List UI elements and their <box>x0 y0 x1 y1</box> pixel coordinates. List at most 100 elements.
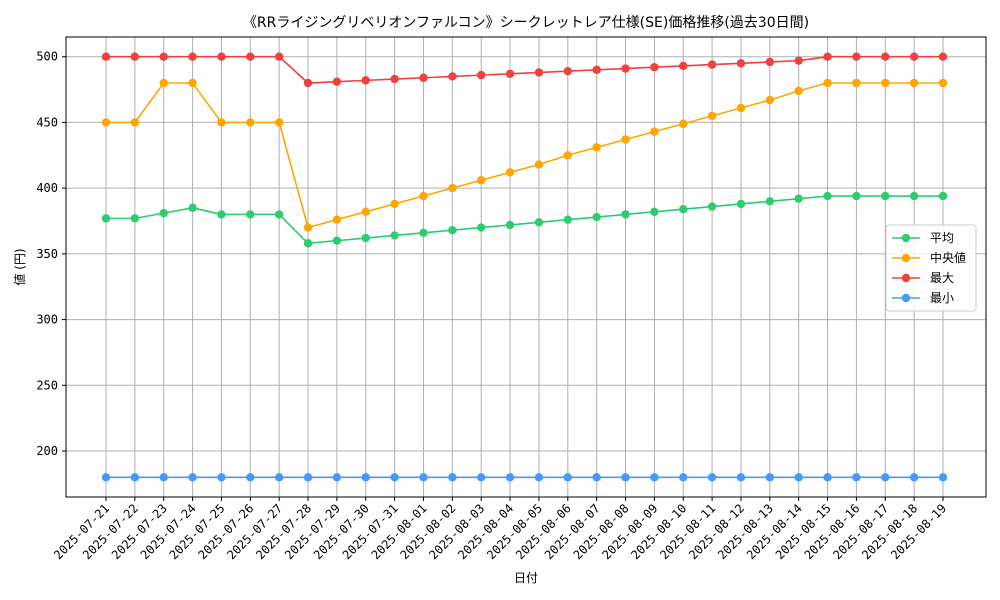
data-point <box>563 66 572 76</box>
data-point <box>621 64 630 73</box>
data-point <box>361 473 370 482</box>
data-point <box>794 56 803 65</box>
data-point <box>707 202 717 211</box>
y-axis-label: 値 (円) <box>12 248 27 285</box>
data-point <box>361 207 370 216</box>
data-point <box>101 214 111 223</box>
data-point <box>217 52 226 61</box>
y-tick-label: 250 <box>36 378 58 392</box>
data-point <box>909 191 919 201</box>
data-point <box>679 204 688 214</box>
data-point <box>938 191 948 201</box>
data-point <box>332 473 342 482</box>
y-tick-label: 350 <box>36 247 58 261</box>
data-point <box>852 78 861 88</box>
data-point <box>448 226 457 235</box>
series-line <box>106 82 943 229</box>
data-point <box>188 78 197 88</box>
chart-title: 《RRライジングリベリオンファルコン》シークレットレア仕様(SE)価格推移(過去… <box>243 15 809 31</box>
data-point <box>679 119 688 128</box>
data-point <box>246 210 255 219</box>
y-tick-label: 200 <box>36 444 58 458</box>
data-point <box>477 70 486 80</box>
data-point <box>592 143 601 152</box>
legend-swatch-marker <box>901 273 911 283</box>
data-point <box>419 473 428 482</box>
legend-label: 最小 <box>930 291 954 305</box>
data-point <box>159 78 168 88</box>
data-point <box>938 52 948 61</box>
data-point <box>390 199 399 209</box>
data-point <box>361 233 370 243</box>
y-axis-ticks: 200 250 300 350 400 450 500 <box>36 50 66 458</box>
data-point <box>274 118 284 127</box>
grid-lines <box>66 37 986 497</box>
series-line <box>106 195 943 245</box>
data-point <box>707 60 717 69</box>
data-point <box>101 473 111 482</box>
data-point <box>505 220 515 230</box>
data-point <box>592 65 601 75</box>
data-point <box>303 473 313 482</box>
data-point <box>130 473 140 482</box>
series-lines <box>101 52 948 482</box>
data-point <box>534 473 544 482</box>
series-0 <box>101 191 948 248</box>
data-point <box>159 473 168 482</box>
data-point <box>881 52 890 61</box>
data-point <box>505 473 515 482</box>
data-point <box>650 63 659 72</box>
data-point <box>823 191 832 201</box>
data-point <box>823 78 832 88</box>
data-point <box>274 473 284 482</box>
data-point <box>448 183 457 193</box>
data-point <box>881 78 890 88</box>
data-point <box>938 78 948 88</box>
data-point <box>794 86 803 96</box>
legend-item: 最小 <box>892 291 954 305</box>
data-point <box>881 473 890 482</box>
data-point <box>592 212 601 222</box>
data-point <box>448 473 457 482</box>
data-point <box>621 210 630 219</box>
data-point <box>852 191 861 201</box>
data-point <box>217 118 226 127</box>
data-point <box>881 191 890 201</box>
data-point <box>505 69 515 79</box>
data-point <box>765 57 775 67</box>
data-point <box>419 228 428 238</box>
data-point <box>159 52 168 61</box>
data-point <box>650 473 659 482</box>
data-point <box>765 197 775 206</box>
data-point <box>650 127 659 136</box>
data-point <box>419 73 428 82</box>
data-point <box>246 52 255 61</box>
series-line <box>106 55 943 84</box>
data-point <box>563 215 572 224</box>
data-point <box>909 78 919 88</box>
data-point <box>534 218 544 227</box>
data-point <box>852 473 861 482</box>
legend-swatch-marker <box>901 293 911 303</box>
data-point <box>101 52 111 61</box>
data-point <box>736 59 746 68</box>
data-point <box>303 78 313 88</box>
data-point <box>477 473 486 482</box>
data-point <box>736 103 746 113</box>
series-2 <box>101 52 948 88</box>
data-point <box>188 203 197 213</box>
y-tick-label: 500 <box>36 50 58 64</box>
data-point <box>217 210 226 219</box>
data-point <box>361 76 370 85</box>
data-point <box>303 239 313 248</box>
legend-item: 平均 <box>892 231 954 245</box>
data-point <box>794 473 803 482</box>
data-point <box>303 223 313 232</box>
legend-box <box>885 224 977 312</box>
data-point <box>736 199 746 209</box>
legend-label: 最大 <box>930 271 954 285</box>
data-point <box>794 194 803 203</box>
data-point <box>101 118 111 127</box>
